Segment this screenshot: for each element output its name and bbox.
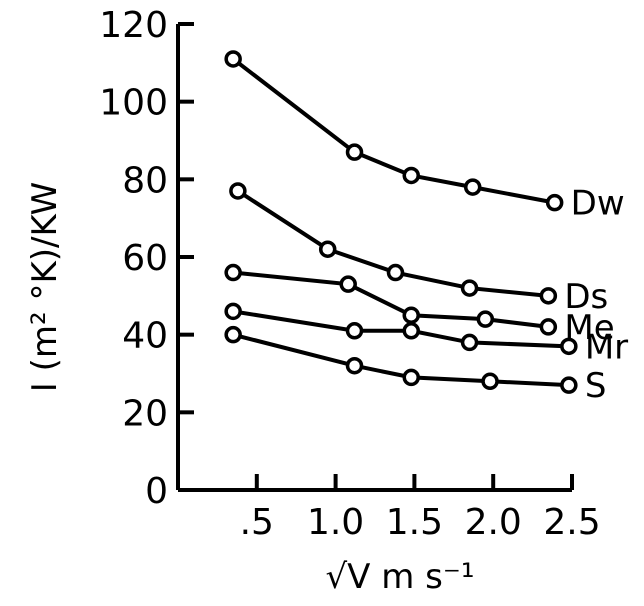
data-point — [229, 182, 247, 200]
data-point — [560, 337, 578, 356]
data-point — [224, 325, 242, 344]
y-tick-label: 120 — [99, 5, 168, 46]
data-point — [545, 193, 564, 212]
data-point — [481, 372, 499, 391]
series-dw — [224, 50, 564, 212]
y-tick-label: 40 — [122, 316, 168, 357]
y-tick-label: 0 — [145, 471, 168, 512]
series-line — [232, 309, 569, 349]
x-tick-label: .5 — [240, 502, 274, 543]
y-tick-label: 60 — [122, 238, 168, 279]
data-point — [402, 322, 420, 340]
data-point — [318, 240, 337, 258]
series-label-dw: Dw — [571, 184, 625, 224]
data-point — [386, 263, 405, 282]
y-tick-label: 80 — [122, 160, 168, 201]
series-label-me: Me — [564, 308, 614, 348]
data-point — [463, 178, 482, 196]
data-point — [539, 318, 558, 336]
series-me — [224, 263, 558, 336]
y-tick-label: 100 — [99, 83, 168, 124]
series-ds — [229, 182, 558, 305]
y-axis-label: I (m² °K)/KW — [25, 182, 65, 392]
data-point — [476, 310, 495, 328]
data-point — [402, 306, 420, 324]
series-mr — [224, 302, 578, 356]
data-point — [539, 287, 558, 305]
series-line — [232, 332, 569, 388]
x-tick-label: 1.5 — [386, 502, 443, 543]
data-point — [224, 302, 242, 321]
data-point — [224, 50, 242, 68]
series-label-ds: Ds — [564, 277, 608, 317]
axes: 0 20 40 60 80 100 120 .5 1.0 1.5 2.0 2.5 I (m² °K)/K… — [25, 5, 601, 597]
series-label-s: S — [585, 366, 607, 406]
x-tick-label: 1.0 — [307, 502, 364, 543]
data-point — [345, 322, 364, 340]
data-point — [402, 368, 420, 387]
data-point — [224, 263, 242, 282]
series-label-mr: Mr — [585, 327, 628, 367]
data-point — [560, 376, 578, 394]
series-layer — [224, 50, 578, 394]
series-s — [224, 325, 578, 394]
data-point — [345, 356, 364, 375]
x-axis-label: √V m s⁻¹ — [326, 557, 475, 597]
x-tick-label: 2.0 — [465, 502, 522, 543]
series-line — [231, 57, 556, 205]
data-point — [460, 333, 479, 352]
data-point — [339, 275, 357, 293]
data-point — [345, 143, 364, 161]
data-point — [460, 279, 479, 297]
data-point — [402, 166, 420, 185]
x-tick-label: 2.5 — [543, 502, 600, 543]
y-tick-label: 20 — [122, 393, 168, 434]
